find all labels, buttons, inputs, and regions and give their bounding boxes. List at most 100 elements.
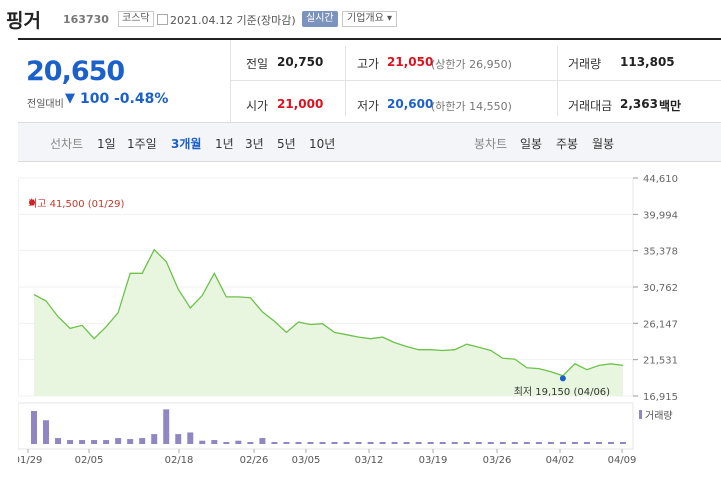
tab-1d[interactable]: 1일 (97, 137, 116, 151)
volume-bar (439, 442, 446, 444)
volume-bar (295, 442, 302, 444)
tab-weekly[interactable]: 주봉 (556, 137, 579, 151)
volume-bar (79, 440, 86, 444)
stats-divider (557, 46, 558, 116)
volume-bar (247, 442, 254, 444)
amount-unit: 백만 (659, 99, 682, 113)
low-label: 저가 (357, 99, 380, 113)
x-tick-label: 03/26 (483, 455, 512, 466)
y-tick-label: 26,147 (643, 319, 678, 330)
volume-bar (259, 438, 266, 444)
volume-bar (523, 442, 530, 444)
x-tick-label: 01/29 (18, 455, 42, 466)
volume-bar (139, 438, 146, 444)
volume-bar (43, 420, 50, 444)
volume-bar (415, 442, 422, 444)
x-tick-label: 02/26 (240, 455, 269, 466)
lower-limit: (하한가 14,550) (431, 100, 512, 113)
volume-bar (91, 440, 98, 444)
market-badge: 코스닥 (118, 11, 154, 27)
realtime-button[interactable]: 실시간 (302, 11, 338, 27)
amount-label: 거래대금 (568, 99, 613, 113)
price-area (34, 249, 623, 396)
company-info-dropdown[interactable]: 기업개요 ▾ (342, 11, 397, 27)
y-tick-label: 21,531 (643, 356, 678, 367)
volume-bar (31, 411, 37, 444)
candle-chart-label: 봉차트 (474, 137, 508, 151)
tab-monthly[interactable]: 월봉 (592, 137, 615, 151)
volume-bar (403, 442, 410, 444)
price-line (33, 248, 624, 377)
x-tick-label: 04/02 (546, 455, 575, 466)
header-divider (18, 38, 721, 40)
y-tick-label: 44,610 (643, 174, 678, 185)
x-tick-label: 03/12 (355, 455, 384, 466)
high-value: 21,050 (387, 55, 434, 69)
volume-legend-label: 거래량 (645, 410, 673, 422)
volume-bar (271, 442, 278, 444)
tab-5y[interactable]: 5년 (277, 137, 296, 151)
change-percent: -0.48% (114, 91, 169, 107)
low-annotation: 최저 19,150 (04/06) (514, 386, 610, 398)
tab-1y[interactable]: 1년 (215, 137, 234, 151)
y-tick-label: 16,915 (643, 392, 678, 403)
high-label: 고가 (357, 57, 380, 71)
volume-label: 거래량 (568, 57, 602, 71)
calendar-icon (157, 14, 168, 25)
volume-bar (55, 438, 62, 444)
price-box (18, 40, 231, 122)
tab-10y[interactable]: 10년 (309, 137, 336, 151)
volume-bar (391, 442, 398, 444)
stats-divider (345, 46, 346, 116)
volume-bar (487, 442, 494, 444)
volume-bar (235, 440, 242, 444)
volume-bar (595, 442, 602, 444)
volume-bar (187, 432, 194, 444)
volume-bar (319, 442, 326, 444)
volume-bar (620, 442, 626, 444)
x-tick-label: 02/18 (165, 455, 194, 466)
tab-3y[interactable]: 3년 (245, 137, 264, 151)
volume-bar (451, 442, 458, 444)
volume-bar (283, 442, 290, 444)
volume-bar (307, 442, 314, 444)
volume-bar (199, 440, 206, 444)
prev-close-value: 20,750 (277, 55, 324, 69)
volume-bar (511, 442, 518, 444)
volume-bar (223, 442, 230, 444)
down-arrow-icon: ▼ (65, 91, 75, 106)
stock-name: 핑거 (6, 10, 41, 32)
volume-bar (331, 442, 338, 444)
change-label: 전일대비 (27, 99, 64, 110)
volume-bar (211, 440, 218, 444)
y-tick-label: 39,994 (643, 210, 678, 221)
high-marker (29, 199, 35, 206)
volume-bar (379, 442, 386, 444)
stats-row-divider (231, 80, 721, 81)
volume-bar (571, 442, 578, 444)
volume-bar (151, 434, 158, 444)
low-value: 20,600 (387, 97, 434, 111)
volume-bar (559, 442, 566, 444)
volume-bar (547, 442, 554, 444)
volume-value: 113,805 (620, 55, 675, 69)
y-tick-label: 35,378 (643, 247, 678, 258)
volume-bar (475, 442, 482, 444)
volume-bar (115, 438, 122, 444)
tab-3m[interactable]: 3개월 (171, 137, 202, 151)
volume-bar (535, 442, 542, 444)
chart-tab-bar (18, 122, 721, 162)
x-tick-label: 02/05 (75, 455, 104, 466)
volume-frame (18, 402, 634, 450)
volume-bar (343, 442, 350, 444)
volume-bar (427, 442, 434, 444)
stock-code: 163730 (63, 13, 109, 26)
open-label: 시가 (246, 99, 269, 113)
high-annotation: 최고 41,500 (01/29) (28, 198, 124, 210)
quote-date: 2021.04.12 기준(장마감) (170, 14, 296, 27)
tab-1w[interactable]: 1주일 (127, 137, 157, 151)
change-value: 100 (80, 91, 110, 107)
tab-daily[interactable]: 일봉 (520, 137, 543, 151)
volume-bar (163, 409, 170, 444)
line-chart-label: 선차트 (50, 137, 84, 151)
